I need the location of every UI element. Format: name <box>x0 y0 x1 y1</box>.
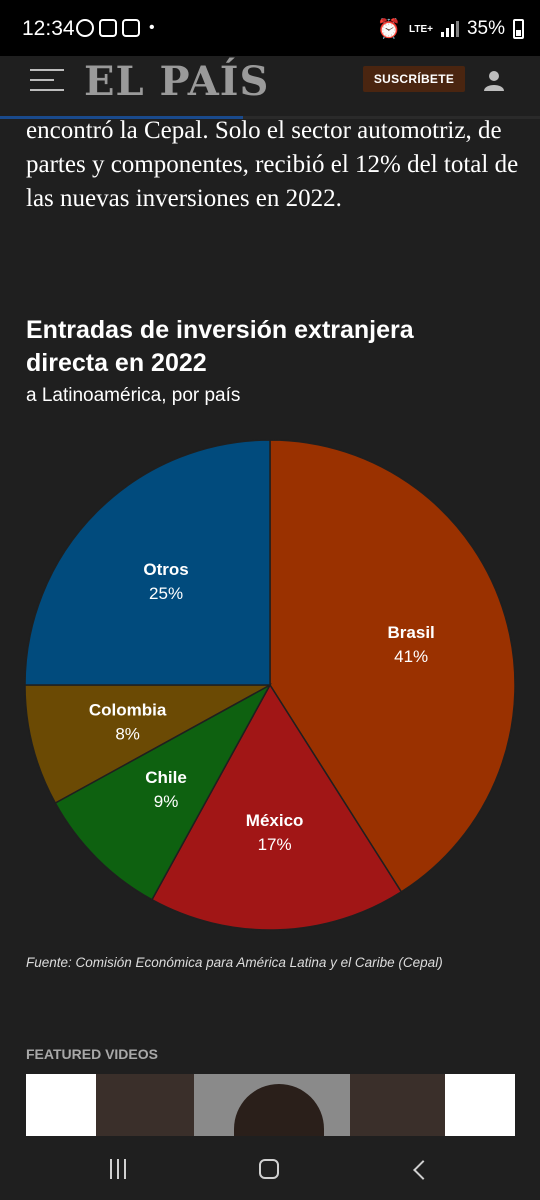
linkedin-icon <box>122 19 140 37</box>
chart-title: Entradas de inversión extranjera directa… <box>26 316 414 377</box>
pie-slice-otros <box>24 439 271 686</box>
slice-value-colombia: 8% <box>115 725 140 744</box>
slice-label-brasil: Brasil <box>388 623 435 642</box>
network-type: LTE+ <box>408 23 433 35</box>
featured-videos-label: FEATURED VIDEOS <box>26 1046 158 1062</box>
site-header: EL PAÍS SUSCRÍBETE <box>0 56 540 120</box>
status-bar: 12:34 • ⏰ LTE+ 35% <box>0 0 540 56</box>
featured-video-thumbnail[interactable] <box>26 1074 515 1136</box>
slice-value-mexico: 17% <box>258 835 292 854</box>
article-paragraph: encontró la Cepal. Solo el sector automo… <box>26 117 519 212</box>
subscribe-button[interactable]: SUSCRÍBETE <box>363 66 465 92</box>
more-notifications-dot: • <box>149 19 155 36</box>
video-frame <box>96 1074 445 1136</box>
chart-subtitle: a Latinoamérica, por país <box>26 385 241 406</box>
slice-label-colombia: Colombia <box>89 701 167 720</box>
chart-source: Fuente: Comisión Económica para América … <box>26 955 443 970</box>
video-person-image <box>194 1074 350 1136</box>
pie-slice-chile <box>54 683 272 901</box>
pie-slice-brasil <box>269 439 516 893</box>
slice-label-otros: Otros <box>143 560 188 579</box>
user-icon[interactable] <box>482 68 506 92</box>
home-icon[interactable] <box>259 1159 279 1179</box>
battery-text: 35% <box>466 18 505 39</box>
reading-progress-bar <box>0 116 540 119</box>
status-time: 12:34 <box>22 17 75 40</box>
slice-label-mexico: México <box>246 811 304 830</box>
slice-value-otros: 25% <box>149 584 183 603</box>
signal-icon <box>440 21 459 37</box>
pie-chart: Brasil 41% México 17% Chile 9% Colombia 8% Otros… <box>24 439 516 931</box>
system-nav-bar <box>0 1137 540 1200</box>
pie-slice-colombia <box>24 684 271 805</box>
alarm-icon: ⏰ <box>377 19 401 40</box>
battery-icon <box>513 19 524 39</box>
whatsapp-icon <box>76 19 94 37</box>
recent-apps-icon[interactable] <box>110 1159 126 1179</box>
reading-progress-fill <box>0 116 243 119</box>
slice-label-chile: Chile <box>145 768 187 787</box>
notification-icons: • <box>76 19 155 37</box>
menu-icon[interactable] <box>30 69 64 91</box>
slice-value-chile: 9% <box>154 792 179 811</box>
mail-icon <box>99 19 117 37</box>
back-icon[interactable] <box>413 1160 433 1180</box>
status-right: ⏰ LTE+ 35% <box>377 17 524 41</box>
site-logo[interactable]: EL PAÍS <box>84 58 270 105</box>
slice-value-brasil: 41% <box>394 647 428 666</box>
pie-slice-mexico <box>150 683 403 931</box>
